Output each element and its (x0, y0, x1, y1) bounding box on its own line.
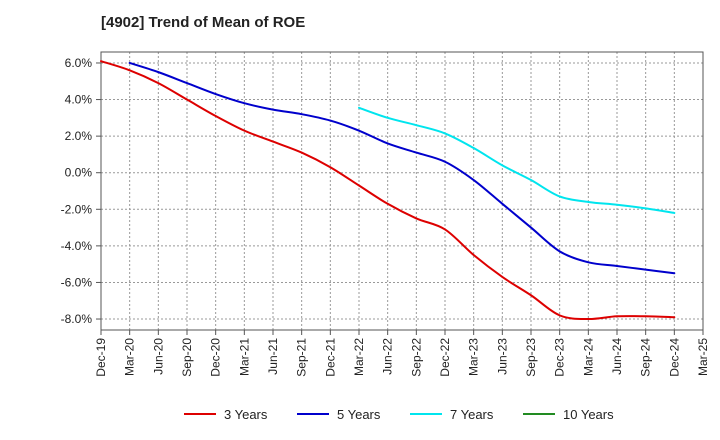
x-tick-label: Jun-22 (381, 338, 395, 375)
legend-label-1: 3 Years (224, 407, 268, 422)
y-tick-label: -2.0% (61, 202, 93, 216)
series-lines (100, 60, 676, 321)
x-tick-label: Jun-24 (610, 338, 624, 375)
y-axis: 6.0% 4.0% 2.0% 0.0% -2.0% -4.0% -6.0% -8.0% (61, 56, 101, 326)
x-axis: Dec-19 Mar-20 Jun-20 Sep-20 Dec-20 Mar-21 Jun-… (94, 330, 710, 377)
x-tick-label: Mar-25 (696, 338, 710, 376)
x-tick-label: Mar-20 (123, 338, 137, 376)
plot-area (100, 51, 704, 331)
x-tick-label: Sep-22 (409, 338, 423, 377)
legend-label-4: 10 Years (563, 407, 614, 422)
x-tick-label: Sep-21 (295, 338, 309, 377)
x-tick-label: Jun-21 (266, 338, 280, 375)
legend-label-2: 5 Years (337, 407, 381, 422)
x-tick-label: Mar-22 (352, 338, 366, 376)
y-tick-label: -8.0% (61, 312, 93, 326)
series-line-2 (128, 61, 676, 275)
y-tick-label: 4.0% (65, 93, 93, 107)
x-tick-label: Jun-20 (151, 338, 165, 375)
x-tick-label: Dec-23 (553, 338, 567, 377)
x-tick-label: Dec-22 (438, 338, 452, 377)
x-tick-label: Mar-21 (237, 338, 251, 376)
y-tick-label: -4.0% (61, 239, 93, 253)
x-tick-label: Mar-23 (467, 338, 481, 376)
x-tick-label: Mar-24 (581, 338, 595, 376)
x-tick-label: Sep-23 (524, 338, 538, 377)
x-tick-label: Dec-24 (667, 338, 681, 377)
y-tick-label: 6.0% (65, 56, 93, 70)
grid-lines (100, 52, 704, 330)
x-tick-label: Dec-20 (209, 338, 223, 377)
x-tick-label: Sep-24 (639, 338, 653, 377)
series-line-3 (358, 106, 676, 214)
x-tick-label: Dec-21 (323, 338, 337, 377)
y-tick-label: -6.0% (61, 275, 93, 289)
chart-title: [4902] Trend of Mean of ROE (101, 14, 306, 31)
series-line-1 (100, 60, 676, 321)
x-tick-label: Sep-20 (180, 338, 194, 377)
x-tick-label: Jun-23 (495, 338, 509, 375)
legend-label-3: 7 Years (450, 407, 494, 422)
legend: 3 Years 5 Years 7 Years 10 Years (184, 407, 614, 422)
y-tick-label: 2.0% (65, 129, 93, 143)
x-tick-label: Dec-19 (94, 338, 108, 377)
y-tick-label: 0.0% (65, 166, 93, 180)
